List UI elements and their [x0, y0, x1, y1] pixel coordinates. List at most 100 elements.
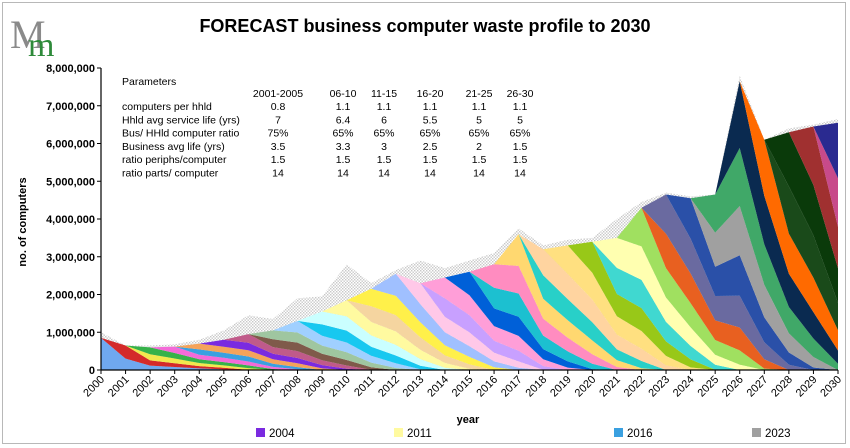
- parameters-cell: 14: [424, 168, 436, 180]
- y-tick-label: 2,000,000: [46, 290, 95, 302]
- x-tick-label: 2030: [818, 374, 844, 400]
- y-tick-label: 7,000,000: [46, 101, 95, 113]
- x-tick-label: 2019: [548, 374, 574, 400]
- x-tick-label: 2024: [671, 374, 697, 400]
- parameters-cell: 6: [381, 114, 387, 126]
- parameters-cell: 65%: [509, 128, 530, 140]
- svg-text:M: M: [10, 12, 46, 57]
- x-tick-label: 2022: [622, 374, 648, 400]
- parameters-cell: 3: [381, 141, 387, 153]
- parameters-row-label: ratio parts/ computer: [122, 168, 219, 180]
- svg-text:m: m: [28, 27, 54, 58]
- x-axis-title: year: [457, 414, 480, 426]
- legend-label-2016: 2016: [627, 428, 653, 440]
- x-tick-label: 2020: [573, 374, 599, 400]
- cohort-area-1: [101, 337, 838, 370]
- y-tick-label: 4,000,000: [46, 214, 95, 226]
- legend-label-2004: 2004: [269, 428, 295, 440]
- parameters-cell: 5: [476, 114, 482, 126]
- parameters-cell: 1.1: [336, 101, 351, 113]
- cohort-area-19: [101, 273, 838, 370]
- parameters-cell: 1.5: [513, 141, 528, 153]
- parameters-cell: 1.5: [423, 154, 438, 166]
- y-axis-title: no. of computers: [17, 177, 29, 266]
- parameters-table: Parameters 2001-2005 06-10 11-15 16-20 21-25 2…: [122, 76, 534, 180]
- x-tick-label: 2026: [720, 374, 746, 400]
- parameters-row-label: Hhld avg service life (yrs): [122, 114, 240, 126]
- parameters-row-label: Bus/ HHld computer ratio: [122, 128, 239, 140]
- x-tick-labels: 2000200120022003200420052006200720082009…: [81, 370, 844, 399]
- x-tick-label: 2017: [499, 374, 525, 400]
- legend: 2004 2011 2016 2023: [256, 428, 791, 440]
- legend-swatch-2016: [614, 428, 623, 437]
- x-tick-label: 2006: [229, 374, 255, 400]
- parameters-column-header: 11-15: [371, 88, 397, 100]
- x-tick-label: 2007: [253, 374, 279, 400]
- parameters-cell: 0.8: [271, 101, 286, 113]
- parameters-cell: 14: [514, 168, 526, 180]
- parameters-cell: 1.5: [513, 154, 528, 166]
- parameters-cell: 65%: [419, 128, 440, 140]
- cohort-area-31: [101, 207, 838, 370]
- x-tick-label: 2002: [130, 374, 156, 400]
- x-tick-label: 2012: [376, 374, 402, 400]
- parameters-cell: 3.5: [271, 141, 286, 153]
- x-tick-label: 2001: [106, 374, 132, 400]
- x-tick-label: 2010: [327, 374, 353, 400]
- y-tick-label: 3,000,000: [46, 252, 95, 264]
- parameters-cell: 65%: [332, 128, 353, 140]
- parameters-cell: 6.4: [336, 114, 351, 126]
- x-tick-label: 2018: [524, 374, 550, 400]
- parameters-cell: 2.5: [423, 141, 438, 153]
- parameters-cell: 1.5: [377, 154, 392, 166]
- parameters-row-label: ratio periphs/computer: [122, 154, 227, 166]
- cohort-area-10: [101, 330, 838, 370]
- parameters-cell: 5.5: [423, 114, 438, 126]
- cohort-area-28: [101, 234, 838, 370]
- x-tick-label: 2025: [695, 374, 721, 400]
- parameters-cell: 1.5: [472, 154, 487, 166]
- legend-label-2023: 2023: [765, 428, 791, 440]
- x-tick-label: 2009: [302, 374, 328, 400]
- parameters-cell: 1.5: [336, 154, 351, 166]
- cohort-area-33: [101, 194, 838, 370]
- x-tick-label: 2014: [425, 374, 451, 400]
- parameters-cell: 3.3: [336, 141, 351, 153]
- parameters-column-header: 16-20: [417, 88, 444, 100]
- y-tick-label: 0: [89, 365, 95, 377]
- x-tick-label: 2011: [352, 374, 377, 399]
- parameters-cell: 75%: [267, 128, 288, 140]
- parameters-cell: 14: [337, 168, 349, 180]
- parameters-cell: 14: [272, 168, 284, 180]
- parameters-cell: 65%: [468, 128, 489, 140]
- logo: M m: [10, 12, 54, 58]
- parameters-column-header: 21-25: [466, 88, 493, 100]
- parameters-column-header: 26-30: [507, 88, 534, 100]
- x-tick-label: 2027: [745, 374, 771, 400]
- parameters-cell: 65%: [373, 128, 394, 140]
- parameters-heading: Parameters: [122, 76, 176, 88]
- parameters-cell: 1.1: [513, 101, 528, 113]
- x-tick-label: 2016: [474, 374, 500, 400]
- cohort-area-17: [101, 273, 838, 370]
- parameters-cell: 5: [517, 114, 523, 126]
- x-tick-label: 2003: [155, 374, 181, 400]
- x-tick-label: 2004: [180, 374, 206, 400]
- legend-swatch-2023: [752, 428, 761, 437]
- legend-swatch-2004: [256, 428, 265, 437]
- parameters-cell: 2: [476, 141, 482, 153]
- x-tick-label: 2029: [794, 374, 820, 400]
- cohort-area-9: [101, 334, 838, 370]
- x-tick-label: 2000: [81, 374, 107, 400]
- y-tick-label: 5,000,000: [46, 176, 95, 188]
- chart-title: FORECAST business computer waste profile…: [199, 16, 651, 36]
- x-tick-label: 2028: [769, 374, 795, 400]
- x-tick-label: 2023: [646, 374, 672, 400]
- parameters-cell: 1.1: [472, 101, 487, 113]
- legend-label-2011: 2011: [407, 428, 432, 440]
- y-tick-label: 1,000,000: [46, 327, 95, 339]
- x-tick-label: 2008: [278, 374, 304, 400]
- parameters-cell: 1.5: [271, 154, 286, 166]
- parameters-cell: 7: [275, 114, 281, 126]
